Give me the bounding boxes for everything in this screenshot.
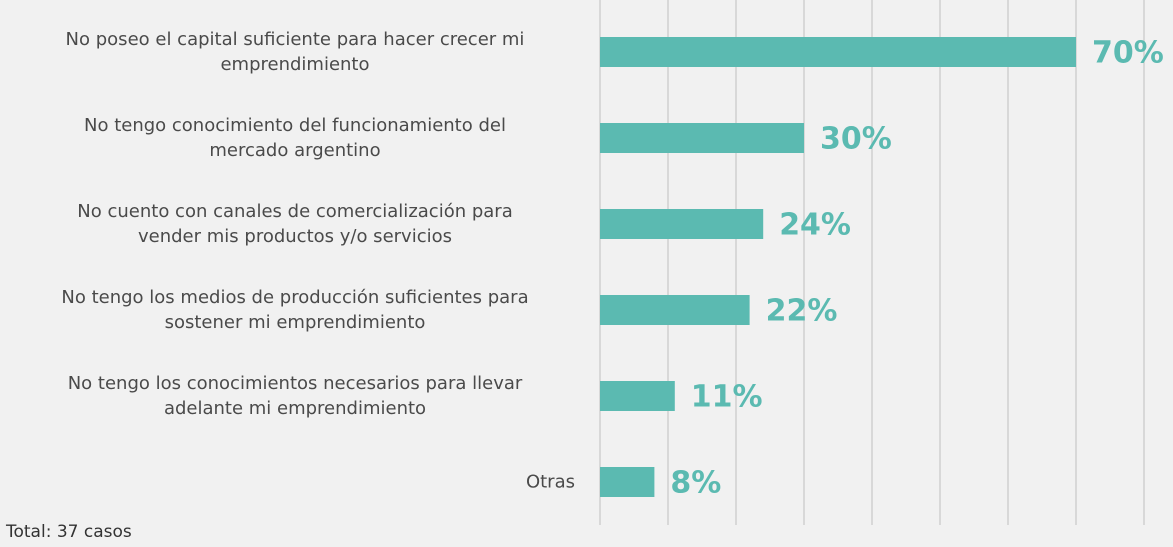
value-label: 11% <box>691 380 763 415</box>
bar <box>600 295 750 325</box>
bar <box>600 467 655 497</box>
value-label: 30% <box>820 122 892 157</box>
value-label: 24% <box>779 208 851 243</box>
footnote: Total: 37 casos <box>6 522 132 542</box>
category-label: No poseo el capital suficiente para hace… <box>65 29 525 75</box>
category-label: Otras <box>525 471 575 493</box>
value-label: 8% <box>670 466 721 501</box>
category-label: No cuento con canales de comercializació… <box>77 201 513 247</box>
category-label: No tengo los conocimientos necesarios pa… <box>67 373 523 419</box>
category-label: No tengo los medios de producción sufici… <box>61 287 529 333</box>
value-label: 70% <box>1092 36 1164 71</box>
bar <box>600 381 675 411</box>
bar <box>600 37 1076 67</box>
bar <box>600 209 764 239</box>
bar <box>600 123 804 153</box>
category-label: No tengo conocimiento del funcionamiento… <box>84 115 506 161</box>
value-label: 22% <box>766 294 838 329</box>
